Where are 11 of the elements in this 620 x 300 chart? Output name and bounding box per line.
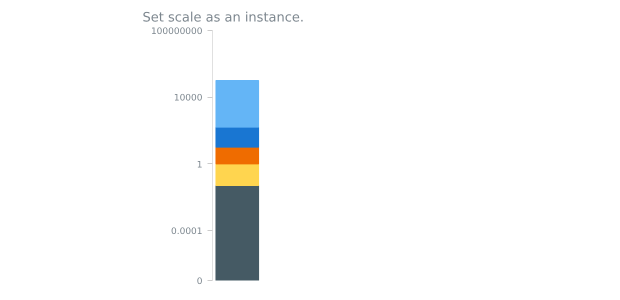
chart-title: Set scale as an instance. (142, 10, 304, 26)
y-tick-label: 1 (196, 160, 203, 170)
bar (215, 80, 260, 128)
bar (215, 163, 260, 186)
y-tick-label: 0.0001 (171, 227, 203, 237)
bar (215, 185, 260, 280)
y-tick-label: 10000 (174, 94, 203, 104)
y-tick-label: 0 (196, 277, 203, 287)
y-tick-label: 100000000 (150, 27, 203, 37)
bar (215, 146, 260, 164)
bar (215, 126, 260, 148)
